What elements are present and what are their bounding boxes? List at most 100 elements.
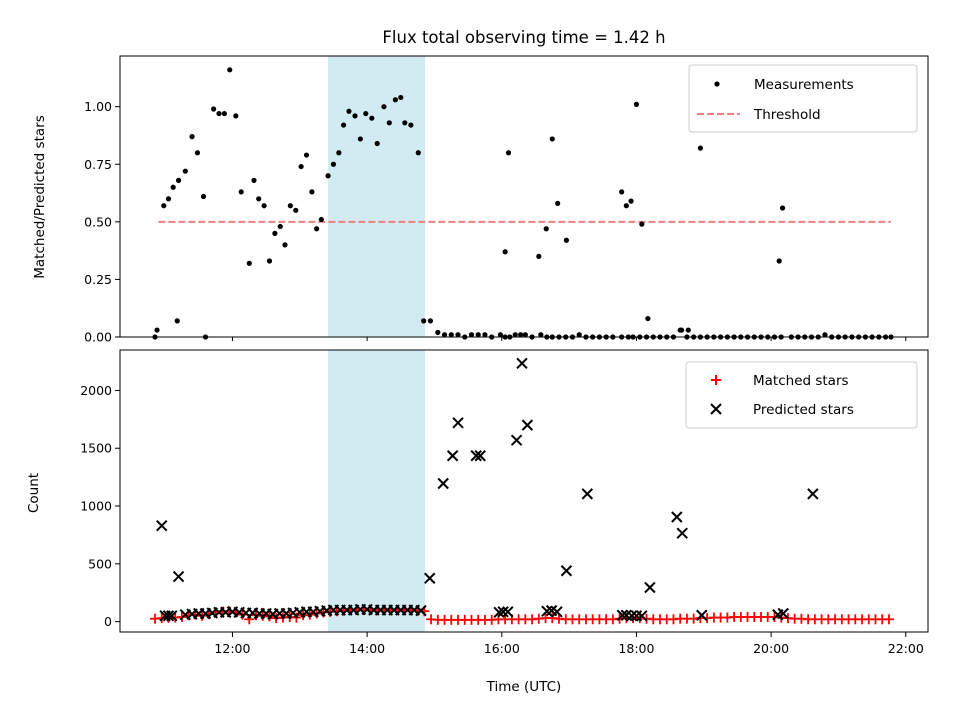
measurement-point [165,196,172,202]
measurement-point [563,237,570,243]
measurement-point [221,110,227,117]
measurement-point [272,230,278,236]
measurement-point [427,318,434,324]
predicted-star-point [644,581,656,594]
measurement-point [555,200,561,207]
predicted-star-point [156,519,168,532]
measurement-point [645,315,651,322]
measurement-point [518,332,524,338]
measurement-point [182,168,188,174]
measurement-point [776,258,782,264]
bottom-y-axis-label: Count [26,473,42,513]
measurement-point [386,120,392,126]
measurement-point [154,327,160,333]
measurement-point [189,134,195,140]
predicted-stars-points [156,357,819,622]
y-tick-label: 0 [104,614,112,629]
measurement-point [697,145,704,151]
chart-title: Flux total observing time = 1.42 h [382,28,665,47]
measurement-point [251,177,257,183]
predicted-star-point [415,604,427,617]
top-panel: Flux total observing time = 1.42 h Match… [32,28,929,345]
measurement-point [246,260,252,266]
x-axis-label: Time (UTC) [486,679,562,695]
measurement-point [261,203,267,209]
y-tick-label: 0.75 [84,157,112,172]
predicted-star-point [676,527,688,539]
measurement-point [512,332,518,338]
measurement-point [346,108,352,114]
measurement-point [779,205,786,211]
measurement-point [318,216,324,223]
measurement-point [175,177,182,183]
predicted-star-point [777,607,789,620]
predicted-star-point [474,450,486,462]
measurement-point [227,67,233,73]
measurement-point [256,196,262,202]
x-tick-label: 18:00 [618,641,654,656]
measurement-point [468,332,475,338]
predicted-star-point [437,477,449,490]
predicted-star-point [470,450,482,462]
predicted-star-point [551,606,563,618]
measurement-point [576,332,582,338]
measurement-point [408,122,414,128]
predicted-star-point [516,357,528,369]
measurement-point [678,327,685,333]
measurement-point [639,221,645,227]
x-tick-label: 22:00 [888,641,924,656]
legend-threshold-label: Threshold [753,107,821,123]
measurement-point [497,332,504,338]
predicted-star-point [502,606,514,618]
bottom-ticks: 0 500 1000 1500 2000 12:00 14:00 16:00 18:00 20:0… [80,383,924,656]
legend-predicted-label: Predicted stars [753,402,854,418]
measurement-point [482,332,488,338]
predicted-star-point [166,610,178,622]
measurement-point [352,113,358,119]
measurement-point [619,189,625,195]
predicted-star-point [807,488,819,500]
measurement-point [282,242,288,248]
measurement-point [421,318,427,324]
legend-matched-label: Matched stars [753,373,849,389]
measurement-point [174,318,180,324]
measurement-point [381,104,387,110]
measurement-point [238,189,244,195]
measurement-point [233,113,239,119]
predicted-star-point [626,610,638,622]
measurement-point [633,101,640,107]
predicted-star-point [452,417,464,429]
predicted-star-point [493,606,505,619]
predicted-star-point [510,434,523,446]
bottom-shaded-span [328,350,426,632]
measurement-point [287,203,293,209]
measurement-point [309,189,315,195]
x-tick-label: 20:00 [753,641,789,656]
measurement-point [340,122,347,128]
y-tick-label: 0.00 [84,330,112,345]
measurement-point [369,115,375,121]
x-tick-label: 14:00 [349,641,385,656]
shaded-span-rect [328,56,426,337]
top-shaded-span [328,56,426,337]
measurement-point [522,332,528,338]
measurement-point [628,198,634,204]
measurement-point [336,150,342,156]
legend-measurements-marker [714,81,720,87]
measurement-point [455,332,461,338]
x-tick-label: 16:00 [484,641,520,656]
legend-predicted-marker [710,403,722,415]
measurement-point [330,161,337,167]
y-tick-label: 1.00 [84,99,112,114]
measurement-point [822,332,828,338]
measurement-point [538,332,544,338]
x-tick-label: 12:00 [214,641,250,656]
measurement-point [448,332,454,338]
measurement-point [161,203,167,209]
measurement-point [200,193,207,200]
predicted-star-point [446,450,459,462]
measurement-point [194,150,201,156]
predicted-star-point [581,488,594,500]
y-tick-label: 1000 [80,499,112,514]
